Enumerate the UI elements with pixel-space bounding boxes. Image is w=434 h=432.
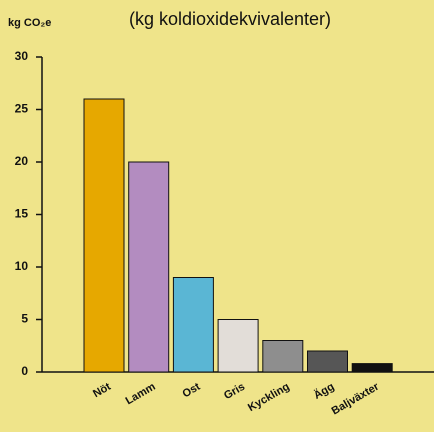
bar	[307, 350, 348, 373]
y-tick-label: 15	[15, 207, 29, 221]
bar	[83, 98, 125, 373]
y-tick-label: 30	[15, 49, 29, 63]
y-tick-label: 20	[15, 154, 29, 168]
y-tick-label: 10	[15, 259, 29, 273]
bar	[262, 340, 304, 373]
chart-subtitle: (kg koldioxidekvivalenter)	[129, 9, 331, 29]
bar	[172, 277, 214, 373]
bar	[128, 161, 170, 373]
y-axis-label: kg CO₂e	[8, 17, 51, 29]
bar	[351, 363, 393, 373]
y-tick-label: 0	[21, 364, 28, 378]
bar	[217, 319, 259, 373]
y-tick-label: 5	[21, 312, 28, 326]
y-tick-label: 25	[15, 102, 29, 116]
